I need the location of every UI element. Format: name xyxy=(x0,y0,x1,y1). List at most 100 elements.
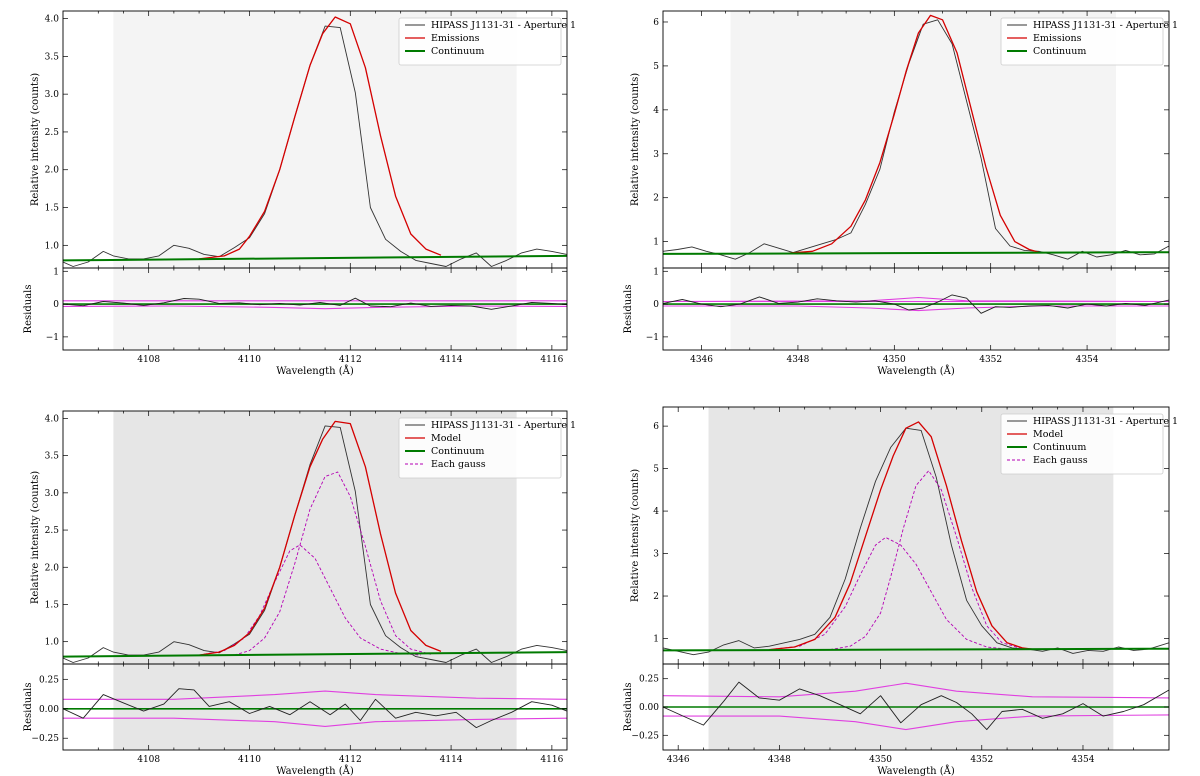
y-tick-label: 1.5 xyxy=(45,204,60,214)
y-tick-label: 4 xyxy=(653,507,659,517)
residual-band-line-3 xyxy=(663,296,1169,303)
residual-band-line-2 xyxy=(63,305,567,310)
res-y-axis-label: Residuals xyxy=(23,285,34,334)
continuum-line xyxy=(63,651,567,658)
legend-entry: HIPASS J1131-31 - Aperture 1 xyxy=(1033,20,1178,31)
x-axis-label: Wavelength (Å) xyxy=(877,765,955,776)
observed-spectrum-line xyxy=(663,427,1169,656)
plot-area xyxy=(663,14,1169,314)
y-tick-label: 3 xyxy=(653,150,659,160)
x-tick-label: 4348 xyxy=(786,355,809,365)
y-axis-label: Relative intensity (counts) xyxy=(30,471,41,604)
y-tick-label: 2.0 xyxy=(45,563,60,573)
legend-entry: HIPASS J1131-31 - Aperture 1 xyxy=(431,420,576,431)
residual-line xyxy=(63,688,567,729)
residual-band-line-2 xyxy=(63,717,567,727)
model-line xyxy=(788,14,1040,254)
legend-entry: Continuum xyxy=(1033,442,1086,453)
y-axis-label: Relative intensity (counts) xyxy=(630,73,641,206)
legend-entry: Continuum xyxy=(431,446,484,457)
y-tick-label: 4 xyxy=(653,106,659,116)
x-tick-label: 4116 xyxy=(540,355,563,365)
fit-window-shade-residual xyxy=(113,268,517,350)
x-tick-label: 4108 xyxy=(137,755,160,765)
x-tick-label: 4114 xyxy=(440,355,463,365)
legend-entry: Emissions xyxy=(1033,33,1082,44)
legend-box xyxy=(1000,413,1164,475)
x-tick-label: 4108 xyxy=(137,355,160,365)
x-tick-label: 4346 xyxy=(667,755,690,765)
y-tick-label: 3 xyxy=(653,550,659,560)
res-y-axis-label: Residuals xyxy=(23,683,34,732)
x-axis-label: Wavelength (Å) xyxy=(877,365,955,377)
y-tick-label: 1 xyxy=(653,238,659,248)
gauss-component-2-line xyxy=(829,470,1023,651)
res-y-tick-label: 1 xyxy=(53,267,59,277)
res-y-tick-label: 0.00 xyxy=(639,703,659,713)
legend-box xyxy=(398,417,562,479)
y-tick-label: 3.5 xyxy=(45,452,60,462)
x-tick-label: 4346 xyxy=(690,355,713,365)
x-tick-label: 4112 xyxy=(339,355,362,365)
y-tick-label: 1 xyxy=(653,635,659,645)
res-y-tick-label: 0.25 xyxy=(39,675,59,685)
legend: HIPASS J1131-31 - Aperture 1 Emissions Con… xyxy=(1000,17,1178,66)
legend-entry: Emissions xyxy=(431,33,480,44)
res-y-tick-label: −1 xyxy=(46,333,59,343)
x-tick-label: 4352 xyxy=(979,355,1002,365)
legend-entry: Continuum xyxy=(1033,46,1086,57)
panel-top-left: 4108 4110 4112 4114 4116 1.0 1.5 2.0 2.5 3.0 3.5 4.… xyxy=(23,10,576,377)
x-tick-label: 4110 xyxy=(238,355,261,365)
res-y-axis-label: Residuals xyxy=(623,683,634,732)
fit-window-shade-residual xyxy=(730,268,1116,350)
y-tick-label: 1.5 xyxy=(45,600,60,610)
y-tick-label: 5 xyxy=(653,62,659,72)
y-tick-label: 6 xyxy=(653,18,659,28)
legend: HIPASS J1131-31 - Aperture 1 Model Continu… xyxy=(398,417,576,479)
y-tick-label: 3.0 xyxy=(45,90,60,100)
res-y-tick-label: −0.25 xyxy=(631,731,659,741)
gauss-component-2-line xyxy=(234,471,432,656)
legend-entry: HIPASS J1131-31 - Aperture 1 xyxy=(431,20,576,31)
gauss-component-1-line xyxy=(199,544,421,656)
legend-entry: Model xyxy=(1033,429,1063,440)
residual-band-line-1 xyxy=(63,690,567,700)
res-y-tick-label: 0 xyxy=(53,300,59,310)
residual-axes-frame xyxy=(62,267,568,351)
y-axis-label: Relative intensity (counts) xyxy=(630,469,641,602)
legend-entry: HIPASS J1131-31 - Aperture 1 xyxy=(1033,416,1178,427)
y-tick-label: 2.5 xyxy=(45,526,60,536)
x-tick-label: 4348 xyxy=(768,755,791,765)
residual-line xyxy=(663,294,1169,314)
y-tick-label: 3.0 xyxy=(45,489,60,499)
gauss-component-1-line xyxy=(769,536,1008,651)
y-tick-label: 6 xyxy=(653,422,659,432)
res-y-tick-label: 1 xyxy=(653,267,659,277)
panel-top-right: 4346 4348 4350 4352 4354 1 2 3 4 5 6 1 0 −1 Wavelength… xyxy=(623,10,1178,377)
legend-box xyxy=(398,17,562,66)
y-tick-label: 4.0 xyxy=(45,15,60,25)
res-y-tick-label: −1 xyxy=(646,333,659,343)
y-tick-label: 2 xyxy=(653,194,659,204)
x-axis-label: Wavelength (Å) xyxy=(276,765,354,776)
legend-entry: Model xyxy=(431,433,461,444)
plot-area xyxy=(63,420,567,729)
x-tick-label: 4354 xyxy=(1076,355,1099,365)
y-tick-label: 2 xyxy=(653,592,659,602)
residual-axes-frame xyxy=(662,267,1170,351)
model-line xyxy=(199,16,442,260)
model-line xyxy=(199,420,442,656)
res-y-tick-label: −0.25 xyxy=(31,734,59,744)
continuum-line xyxy=(663,647,1169,652)
plot-area xyxy=(663,421,1169,731)
legend-entry: Each gauss xyxy=(1033,455,1088,466)
y-tick-label: 4.0 xyxy=(45,414,60,424)
continuum-line xyxy=(63,254,567,262)
x-tick-label: 4354 xyxy=(1072,755,1095,765)
y-tick-label: 1.0 xyxy=(45,241,60,251)
res-y-tick-label: 0.00 xyxy=(39,705,59,715)
legend-entry: Continuum xyxy=(431,46,484,57)
y-tick-label: 3.5 xyxy=(45,52,60,62)
continuum-line xyxy=(663,251,1169,255)
